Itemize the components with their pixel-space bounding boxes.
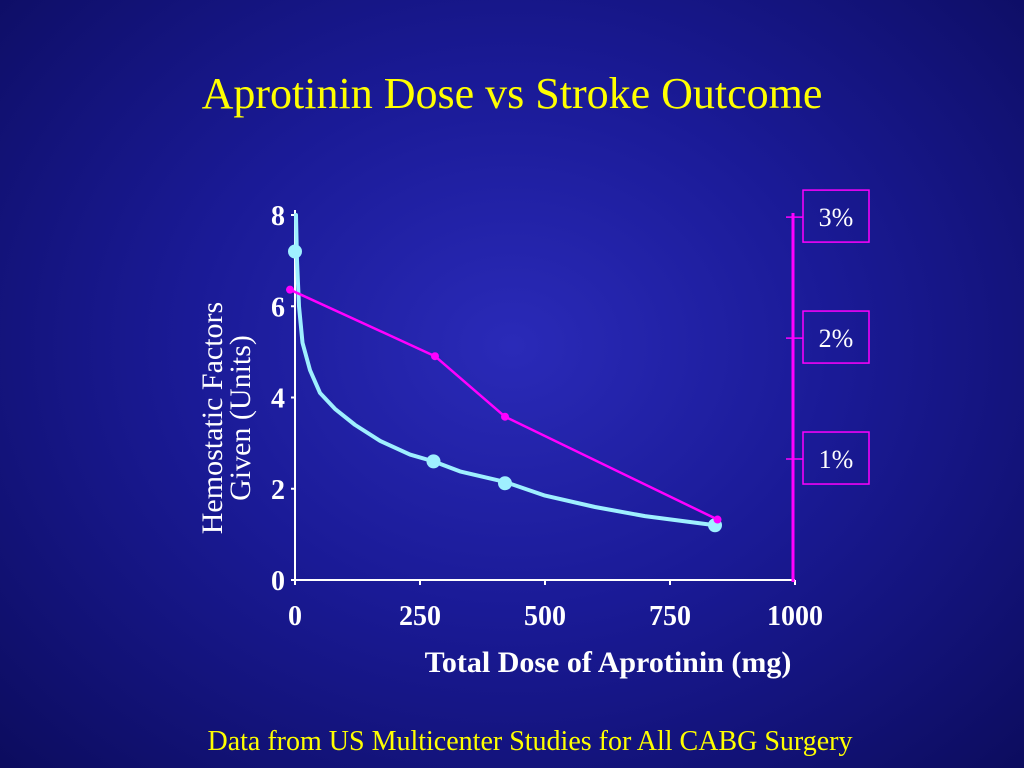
x-tick-label: 1000 xyxy=(767,601,823,632)
y-tick-label: 6 xyxy=(271,292,285,323)
series-layer xyxy=(286,213,722,533)
hemostatic-factors-line xyxy=(294,213,717,528)
x-tick-label: 250 xyxy=(399,601,441,632)
secondary-tick-label: 2% xyxy=(819,324,854,353)
slide-title: Aprotinin Dose vs Stroke Outcome xyxy=(201,69,823,118)
stroke-rate-point xyxy=(501,412,509,421)
y-axis-label-line: Given (Units) xyxy=(224,335,257,501)
stroke-rate-line xyxy=(289,288,719,521)
secondary-axis: 1% 2% 3% xyxy=(786,189,870,582)
hemostatic-factors-point xyxy=(288,244,302,259)
y-tick-label: 0 xyxy=(271,566,285,597)
secondary-tick-label: 3% xyxy=(819,203,854,232)
x-axis-label: Total Dose of Aprotinin (mg) xyxy=(425,646,792,679)
x-tick-label: 0 xyxy=(288,601,302,632)
chart-axes: 0 2 4 6 8 0 250 500 750 1000 xyxy=(271,201,823,632)
y-tick-label: 2 xyxy=(271,475,285,506)
stroke-rate-point xyxy=(431,352,439,361)
hemostatic-factors-point xyxy=(498,476,512,491)
hemostatic-factors-point xyxy=(426,454,441,469)
secondary-tick-box xyxy=(802,431,870,485)
y-tick-label: 8 xyxy=(271,201,285,232)
stroke-rate-point xyxy=(713,515,722,524)
y-tick-label: 4 xyxy=(271,384,285,415)
x-tick-label: 750 xyxy=(649,601,691,632)
secondary-tick-label: 1% xyxy=(819,445,854,474)
x-tick-label: 500 xyxy=(524,601,566,632)
footnote: Data from US Multicenter Studies for All… xyxy=(207,726,853,757)
stroke-rate-point xyxy=(286,285,294,294)
secondary-tick-box xyxy=(802,189,870,243)
secondary-tick-box xyxy=(802,310,870,364)
y-axis-label-line: Hemostatic Factors xyxy=(196,302,229,534)
